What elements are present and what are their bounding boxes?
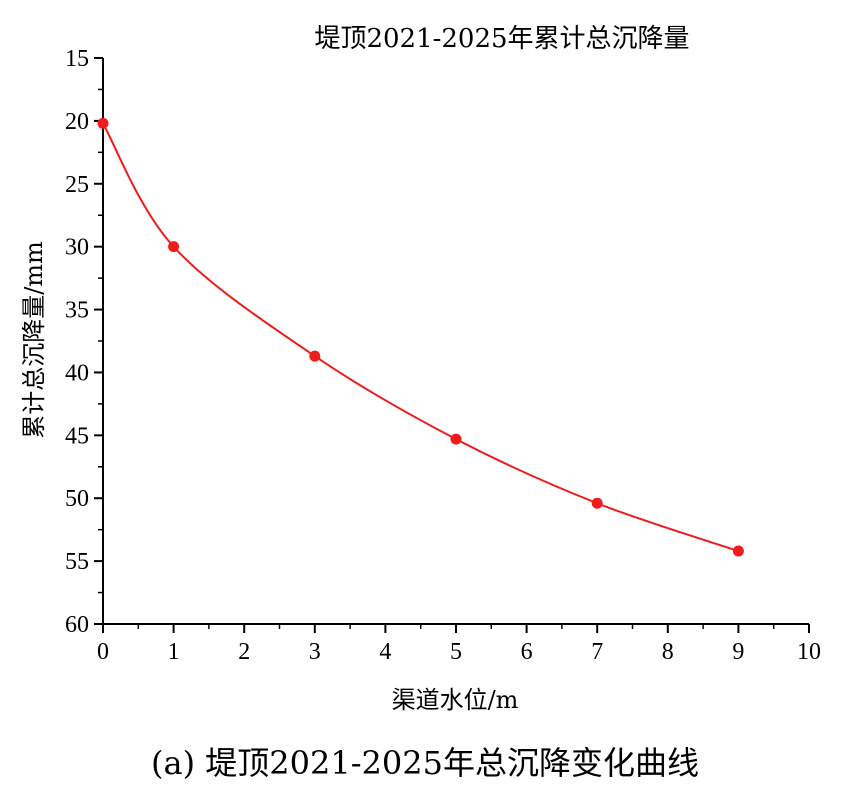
x-tick-label: 10 [797,639,821,665]
x-axis-title: 渠道水位/m [392,686,519,714]
y-tick-label: 50 [65,486,89,512]
chart-title: 堤顶2021-2025年累计总沉降量 [314,24,689,54]
y-axis-title: 累计总沉降量/mm [20,241,48,439]
settlement-chart: 堤顶2021-2025年累计总沉降量 0 1 2 3 4 5 6 7 8 9 10152025303… [20,24,821,714]
x-tick-label: 7 [591,639,603,665]
y-tick-label: 55 [65,549,89,575]
x-tick-label: 9 [732,639,744,665]
data-point [97,117,109,129]
series-line [102,122,739,552]
y-tick-label: 20 [65,109,89,135]
x-tick-label: 8 [662,639,674,665]
x-tick-label: 0 [97,639,109,665]
x-tick-label: 3 [309,639,321,665]
data-point [168,241,180,253]
data-point [309,350,321,362]
y-tick-label: 40 [65,360,89,386]
data-point [732,545,744,557]
x-tick-label: 6 [521,639,533,665]
y-tick-label: 60 [65,612,89,638]
y-tick-label: 30 [65,235,89,261]
figure-caption: (a) 堤顶2021-2025年总沉降变化曲线 [151,744,699,782]
x-tick-label: 1 [168,639,180,665]
y-tick-label: 25 [65,172,89,198]
x-tick-label: 5 [450,639,462,665]
y-tick-label: 45 [65,423,89,449]
data-point [450,433,462,445]
x-tick-label: 4 [379,639,391,665]
data-point [591,497,603,509]
x-tick-label: 2 [238,639,250,665]
data-series [97,117,744,557]
y-tick-label: 35 [65,298,89,324]
y-tick-label: 15 [65,46,89,72]
